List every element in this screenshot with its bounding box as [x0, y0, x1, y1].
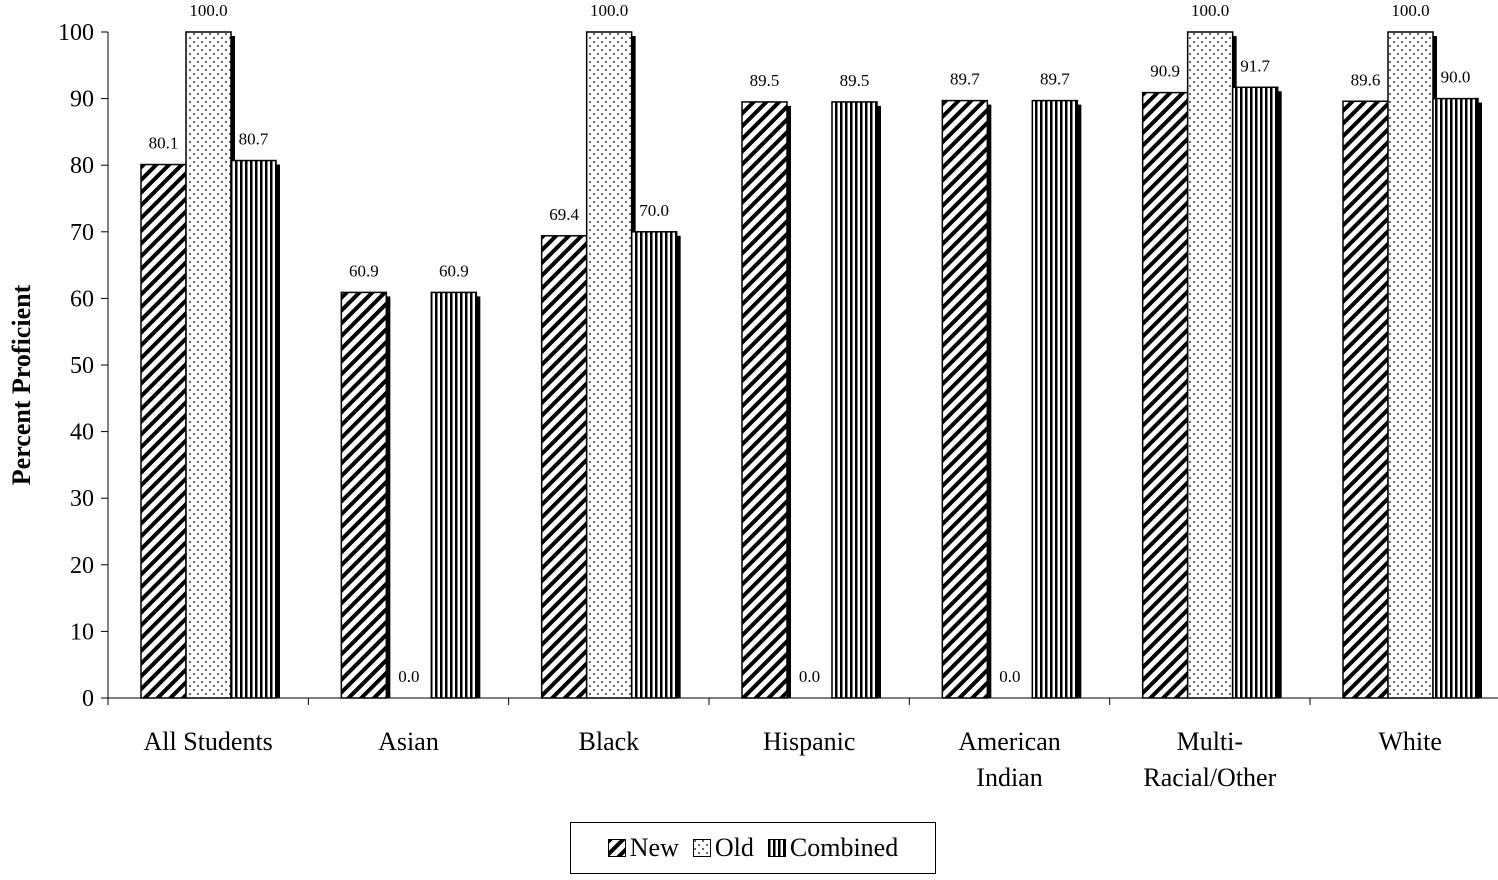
data-label: 90.9 [1150, 62, 1180, 81]
legend: New Old Combined [570, 822, 936, 874]
data-labels: 80.1 60.9 69.4 89.5 89.7 90.9 89.6 100.0 0.0 100.… [149, 1, 1471, 686]
x-tick-label: Asian [378, 727, 439, 756]
y-axis-title: Percent Proficient [7, 284, 36, 485]
data-label: 100.0 [1391, 1, 1429, 20]
legend-swatch-new [607, 839, 626, 857]
axes: 0 10 20 30 40 50 60 70 80 90 100 All Students Asian B… [58, 20, 1498, 792]
bars [140, 31, 1482, 699]
data-label: 89.6 [1351, 70, 1381, 89]
data-label: 100.0 [590, 1, 628, 20]
data-label: 60.9 [439, 261, 469, 280]
legend-swatch-old [692, 839, 711, 857]
legend-label-old: Old [714, 833, 754, 862]
x-tick-label: White [1378, 727, 1442, 756]
data-label: 91.7 [1240, 56, 1270, 75]
bar-new [140, 163, 187, 699]
y-tick-label: 90 [70, 87, 94, 113]
bar-old [585, 31, 633, 699]
x-tick-label: Black [579, 727, 640, 756]
legend-label-new: New [629, 833, 679, 862]
data-label: 0.0 [799, 667, 820, 686]
legend-item-new: New [607, 833, 679, 862]
data-label: 69.4 [549, 205, 579, 224]
bar-new [1342, 100, 1389, 699]
y-tick-label: 30 [70, 486, 94, 512]
y-tick-label: 40 [70, 420, 94, 446]
data-label: 89.5 [840, 71, 870, 90]
bar-combined [430, 291, 478, 699]
bar-new [540, 235, 588, 699]
bar-combined [230, 159, 277, 699]
legend-item-combined: Combined [767, 833, 899, 862]
data-label: 89.7 [950, 70, 980, 89]
x-tick-label: Hispanic [763, 727, 855, 756]
bar-combined [1231, 86, 1279, 699]
bar-combined [1432, 97, 1479, 699]
legend-swatch-combined [767, 839, 786, 857]
bar-new [1141, 91, 1189, 699]
data-label: 80.1 [149, 134, 179, 153]
y-tick-label: 10 [70, 619, 94, 645]
data-label: 60.9 [349, 261, 379, 280]
x-tick-label: All Students [144, 727, 273, 756]
data-label: 100.0 [189, 1, 227, 20]
data-label: 90.0 [1441, 68, 1471, 87]
y-tick-label: 0 [82, 686, 94, 712]
y-tick-label: 80 [70, 153, 94, 179]
bar-new [741, 101, 788, 699]
bar-combined [630, 231, 678, 699]
bar-combined [831, 101, 878, 699]
bar-combined [1031, 99, 1079, 699]
data-label: 0.0 [398, 667, 419, 686]
data-label: 80.7 [239, 130, 269, 149]
x-tick-label: Multi- [1177, 727, 1243, 756]
x-tick-label: Indian [976, 763, 1042, 792]
bar-old [1186, 31, 1234, 699]
bar-new [941, 99, 989, 699]
data-label: 70.0 [639, 201, 669, 220]
data-label: 89.5 [750, 71, 780, 90]
legend-item-old: Old [692, 833, 754, 862]
y-tick-label: 20 [70, 553, 94, 579]
bar-old [1387, 31, 1434, 699]
x-tick-label: Racial/Other [1143, 763, 1276, 792]
y-tick-label: 50 [70, 353, 94, 379]
y-tick-label: 100 [58, 20, 94, 46]
x-tick-label: American [958, 727, 1061, 756]
y-tick-label: 70 [70, 220, 94, 246]
data-label: 89.7 [1040, 70, 1070, 89]
legend-label-combined: Combined [789, 833, 899, 862]
data-label: 0.0 [999, 667, 1020, 686]
data-label: 100.0 [1191, 1, 1229, 20]
bar-new [340, 291, 388, 699]
y-tick-label: 60 [70, 286, 94, 312]
bar-old [185, 31, 232, 699]
